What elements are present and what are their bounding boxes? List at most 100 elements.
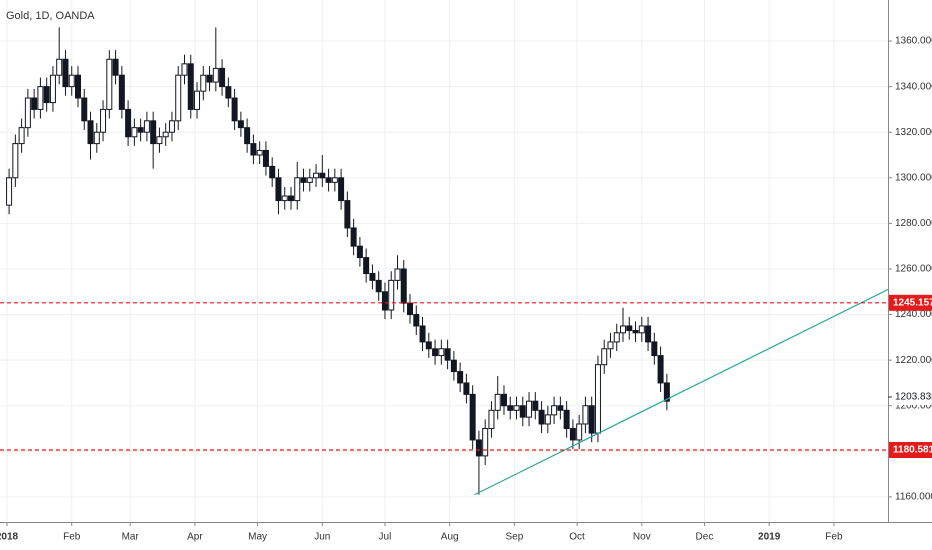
candle-body [212, 67, 219, 83]
trend-line [474, 288, 889, 496]
candle-body [344, 200, 351, 229]
candle-body [181, 63, 188, 76]
candle-body [469, 393, 476, 441]
chart-title: Gold, 1D, OANDA [6, 10, 95, 22]
candle-body [626, 325, 633, 332]
candle-body [532, 400, 539, 411]
candle-body [482, 428, 489, 457]
candle-body [156, 136, 163, 145]
y-tick-label: 1260.000 [895, 264, 932, 275]
candle-body [407, 302, 414, 316]
x-tick-label: Oct [569, 532, 585, 543]
candle-body [6, 177, 13, 206]
candle-body [638, 325, 645, 334]
candle-body [100, 108, 107, 133]
y-tick-label: 1320.000 [895, 127, 932, 138]
candle-body [325, 177, 332, 183]
candle-body [607, 341, 614, 350]
level-label-bg [889, 442, 932, 459]
candle-body [93, 131, 100, 145]
candle-body [62, 58, 69, 88]
x-tick-label: Feb [63, 532, 81, 543]
x-tick-label: Sep [506, 532, 524, 543]
candle-body [237, 120, 244, 129]
candle-body [24, 97, 31, 129]
candle-body [432, 348, 439, 357]
candle-body [620, 325, 627, 334]
x-tick-label: Nov [633, 532, 651, 543]
candle-body [31, 97, 38, 110]
candle-body [632, 330, 639, 334]
candle-body [594, 364, 601, 434]
candle-body [331, 177, 338, 183]
candle-body [281, 195, 288, 202]
y-tick-label: 1200.000 [895, 400, 932, 411]
candle-body [118, 74, 125, 110]
candle-body [150, 120, 157, 145]
candle-body [488, 409, 495, 430]
y-tick-label: 1240.000 [895, 309, 932, 320]
x-tick-label: Feb [825, 532, 843, 543]
candle-body [200, 74, 207, 92]
x-tick-label: Jul [379, 532, 392, 543]
candle-body [645, 325, 652, 343]
candle-body [187, 63, 194, 110]
x-tick-label: Mar [122, 532, 140, 543]
candle-body [588, 405, 595, 434]
y-tick-label: 1300.000 [895, 172, 932, 183]
candle-body [194, 90, 201, 110]
candle-body [651, 341, 658, 357]
candle-body [657, 355, 664, 384]
candle-body [56, 58, 63, 76]
candle-body [12, 143, 19, 179]
candle-body [563, 409, 570, 430]
candle-body [112, 58, 119, 76]
candle-body [125, 108, 132, 138]
candle-body [319, 172, 326, 179]
candle-body [162, 131, 169, 138]
candle-body [300, 177, 307, 183]
candle-body [400, 268, 407, 304]
candle-body [438, 348, 445, 357]
candle-body [269, 165, 276, 179]
candle-body [519, 405, 526, 418]
candle-body [262, 149, 269, 167]
candle-body [613, 332, 620, 343]
candle-body [425, 341, 432, 350]
candle-body [526, 400, 533, 418]
candle-body [444, 348, 451, 361]
candle-body [168, 120, 175, 133]
candle-body [413, 314, 420, 327]
candle-body [500, 393, 507, 407]
candle-body [244, 127, 251, 145]
x-tick-label: Jun [314, 532, 330, 543]
candle-body [601, 348, 608, 366]
candle-body [457, 371, 464, 384]
candle-body [231, 97, 238, 122]
last-price-label: 1203.838 [895, 392, 932, 403]
candle-body [219, 67, 226, 88]
candle-body [250, 143, 257, 156]
candle-body [544, 414, 551, 425]
candle-body [576, 423, 583, 441]
candle-body [350, 227, 357, 247]
x-tick-label: May [248, 532, 267, 543]
candle-body [49, 74, 56, 104]
candle-body [18, 127, 25, 145]
y-tick-label: 1340.000 [895, 81, 932, 92]
candle-body [74, 74, 81, 99]
candle-body [569, 428, 576, 441]
candle-body [68, 74, 75, 88]
candle-body [37, 86, 44, 110]
y-tick-label: 1220.000 [895, 355, 932, 366]
candle-body [381, 291, 388, 311]
candle-body [494, 393, 501, 411]
candle-body [356, 245, 363, 259]
candle-body [450, 359, 457, 373]
candle-body [557, 405, 564, 411]
x-tick-label: Apr [187, 532, 203, 543]
candle-body [43, 86, 50, 104]
level-label: 1180.581 [893, 445, 932, 456]
